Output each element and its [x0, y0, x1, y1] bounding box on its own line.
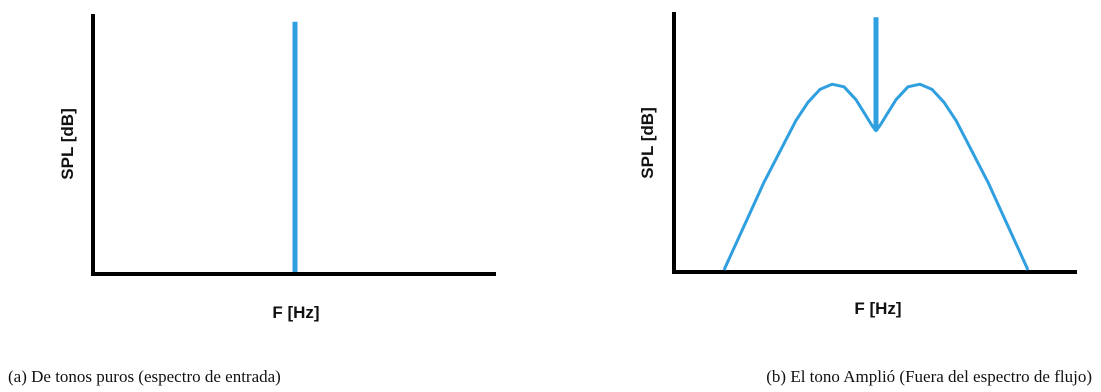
- series-layer: [722, 17, 1030, 271]
- chart-panel-b: SPL [dB] F [Hz] (b) El tono Amplió (Fuer…: [638, 12, 1092, 386]
- x-axis-title: F [Hz]: [854, 299, 901, 318]
- x-axis-title: F [Hz]: [272, 303, 319, 322]
- y-axis-title: SPL [dB]: [58, 108, 77, 179]
- figure-caption: (b) El tono Amplió (Fuera del espectro d…: [766, 367, 1092, 386]
- y-axis-title: SPL [dB]: [638, 107, 657, 178]
- chart-panel-a: SPL [dB] F [Hz] (a) De tonos puros (espe…: [8, 14, 496, 386]
- figure-caption: (a) De tonos puros (espectro de entrada): [8, 367, 281, 386]
